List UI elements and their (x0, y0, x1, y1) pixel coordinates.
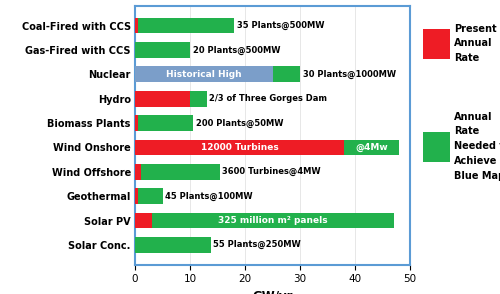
Bar (135, 237, 210, 253)
Bar (135, 115, 138, 131)
Text: 35 Plants@500MW: 35 Plants@500MW (237, 21, 324, 30)
Text: 30 Plants@1000MW: 30 Plants@1000MW (303, 70, 396, 79)
Text: 55 Plants@250MW: 55 Plants@250MW (214, 240, 301, 250)
X-axis label: GW/yr: GW/yr (252, 290, 293, 294)
Text: 20 Plants@500MW: 20 Plants@500MW (193, 45, 280, 54)
Text: 200 Plants@50MW: 200 Plants@50MW (196, 118, 283, 128)
Bar (135, 164, 140, 180)
Text: Achieve: Achieve (454, 156, 498, 166)
Text: Present: Present (454, 24, 496, 34)
Text: Rate: Rate (454, 53, 479, 63)
Bar (152, 213, 394, 228)
Text: @4Mw: @4Mw (355, 143, 388, 152)
Bar (138, 188, 162, 204)
Bar (135, 140, 344, 155)
Bar (190, 91, 206, 107)
Bar (138, 115, 193, 131)
Bar (135, 42, 190, 58)
Bar (135, 18, 138, 34)
Bar (140, 164, 220, 180)
Text: Needed to: Needed to (454, 141, 500, 151)
Text: Historical High: Historical High (166, 70, 242, 79)
Text: Annual: Annual (454, 112, 492, 122)
Text: Rate: Rate (454, 126, 479, 136)
Bar (135, 188, 138, 204)
Bar (135, 91, 190, 107)
Text: 12000 Turbines: 12000 Turbines (200, 143, 278, 152)
Bar (344, 140, 399, 155)
Text: Blue Map: Blue Map (454, 171, 500, 181)
Text: Annual: Annual (454, 38, 492, 48)
Bar (272, 66, 300, 82)
Text: 3600 Turbines@4MW: 3600 Turbines@4MW (222, 167, 321, 176)
Bar (135, 213, 152, 228)
Text: 2/3 of Three Gorges Dam: 2/3 of Three Gorges Dam (209, 94, 327, 103)
Text: 45 Plants@100MW: 45 Plants@100MW (165, 192, 253, 201)
Bar (135, 66, 272, 82)
Text: 325 million m² panels: 325 million m² panels (218, 216, 328, 225)
Bar (138, 18, 234, 34)
